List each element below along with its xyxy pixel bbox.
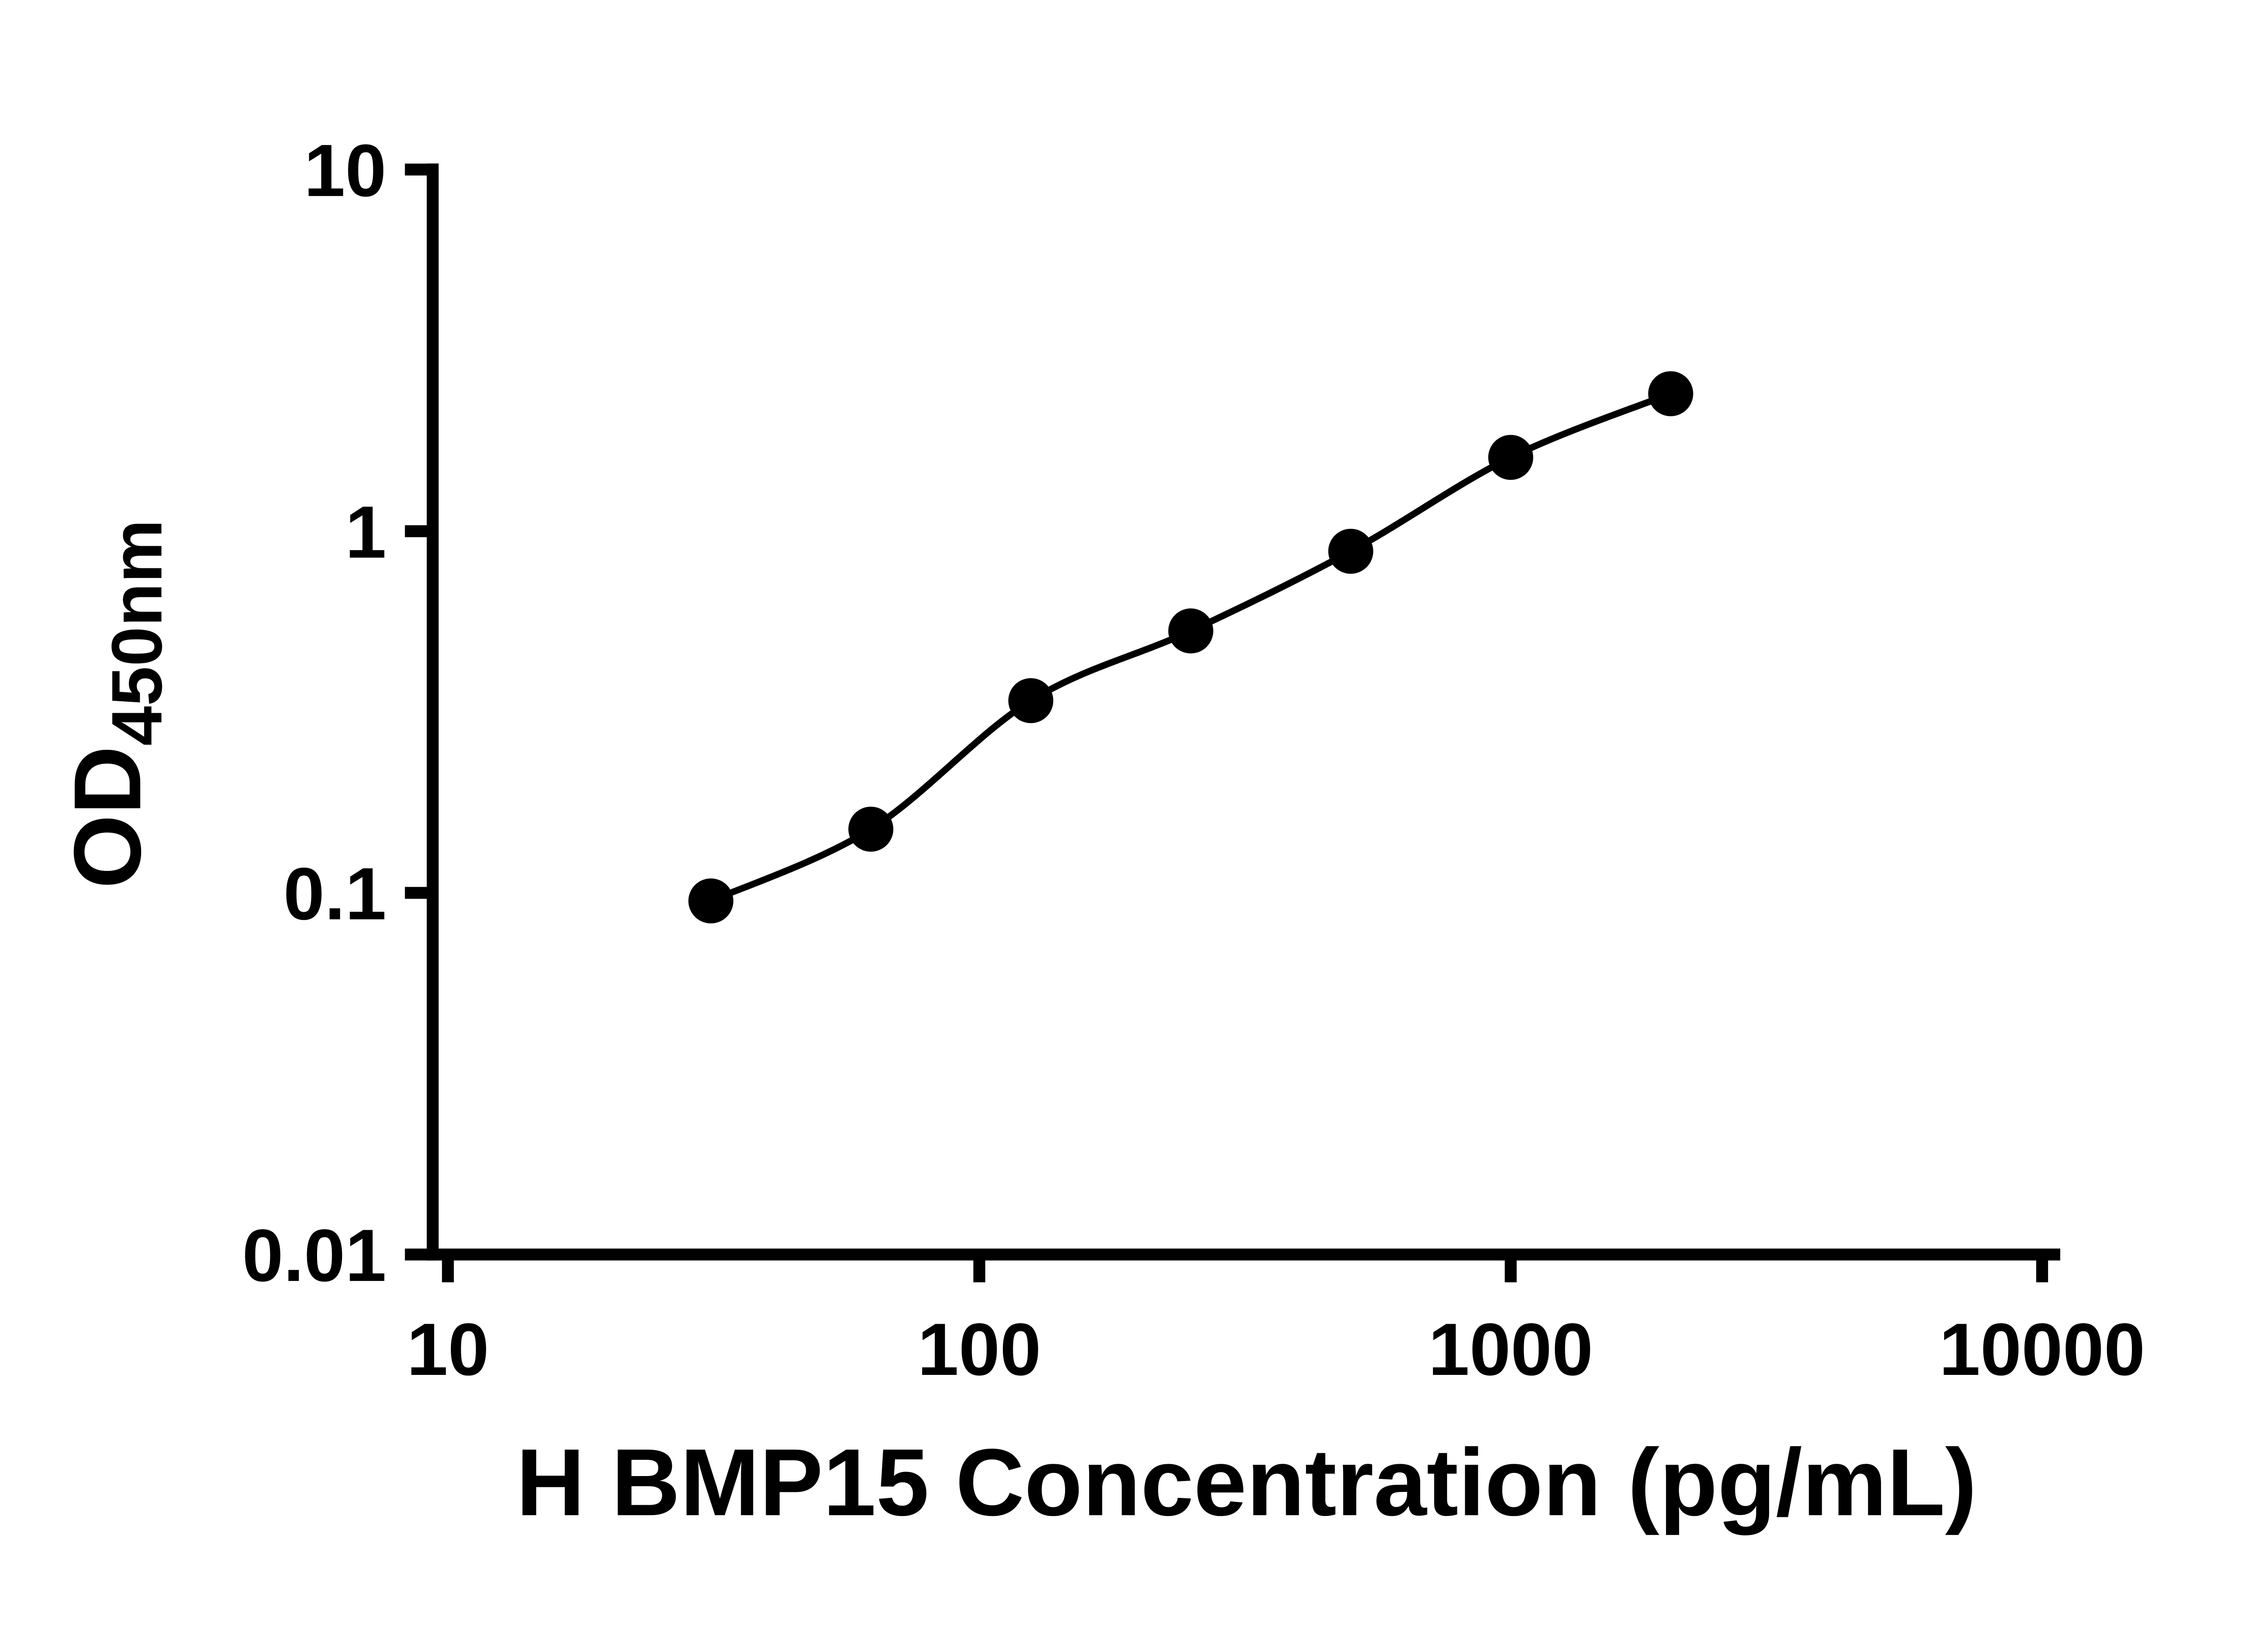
y-axis-title: OD450nm bbox=[54, 519, 177, 889]
x-tick-label: 1000 bbox=[1428, 1308, 1593, 1391]
data-point bbox=[688, 878, 733, 924]
y-tick-label: 10 bbox=[304, 129, 386, 212]
y-tick-label: 1 bbox=[345, 490, 386, 573]
data-point bbox=[848, 807, 894, 852]
data-point bbox=[1328, 528, 1374, 574]
y-axis-title-subscript: 450nm bbox=[97, 519, 177, 746]
x-tick-label: 100 bbox=[918, 1308, 1041, 1391]
data-point bbox=[1648, 371, 1693, 416]
x-tick-label: 10 bbox=[407, 1308, 489, 1391]
data-point bbox=[1008, 678, 1054, 724]
x-tick-label: 10000 bbox=[1939, 1308, 2145, 1391]
data-point bbox=[1488, 435, 1534, 480]
x-axis-title: H BMP15 Concentration (pg/mL) bbox=[516, 1429, 1977, 1535]
data-point bbox=[1168, 608, 1213, 654]
y-tick-label: 0.01 bbox=[242, 1214, 386, 1297]
y-tick-label: 0.1 bbox=[284, 852, 386, 935]
y-axis-title-main: OD bbox=[54, 746, 161, 889]
